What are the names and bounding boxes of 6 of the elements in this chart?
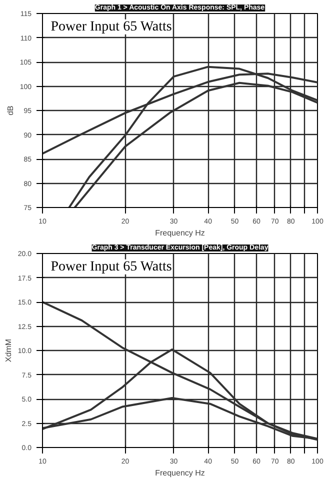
y-axis-title: XdmM bbox=[4, 338, 13, 362]
x-axis-title: Frequency Hz bbox=[155, 468, 205, 478]
annotation: Power Input 65 Watts bbox=[50, 259, 172, 274]
x-axis-title: Frequency Hz bbox=[155, 228, 205, 238]
annotation: Power Input 65 Watts bbox=[50, 19, 172, 34]
y-axis-title: dB bbox=[6, 106, 15, 116]
